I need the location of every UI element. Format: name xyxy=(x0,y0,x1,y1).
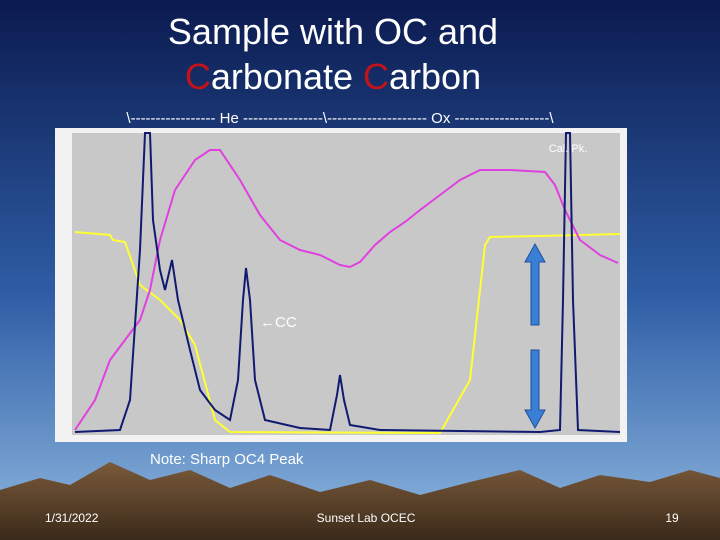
title-part: arbon xyxy=(389,56,481,97)
temperature-trace xyxy=(74,231,621,435)
cc-label: ←CC xyxy=(260,314,297,331)
arrows xyxy=(524,242,546,430)
laser-trace xyxy=(74,149,619,431)
phase-header: \----------------- He ----------------\-… xyxy=(126,110,554,127)
fid-trace xyxy=(74,132,621,434)
title-accent: C xyxy=(185,56,211,97)
up-arrow xyxy=(524,242,546,326)
title-line1: Sample with OC and xyxy=(168,11,498,52)
footer-center: Sunset Lab OCEC xyxy=(317,511,416,525)
mountains xyxy=(0,462,720,540)
title-part: arbonate xyxy=(211,56,363,97)
down-arrow xyxy=(524,349,546,430)
note: Note: Sharp OC4 Peak xyxy=(150,451,304,468)
footer-date: 1/31/2022 xyxy=(45,511,99,525)
title-accent: C xyxy=(363,56,389,97)
page-number: 19 xyxy=(665,511,679,525)
title-line2: Carbonate Carbon xyxy=(185,56,481,97)
cal-peak-label: Cal. Pk. xyxy=(549,143,588,155)
